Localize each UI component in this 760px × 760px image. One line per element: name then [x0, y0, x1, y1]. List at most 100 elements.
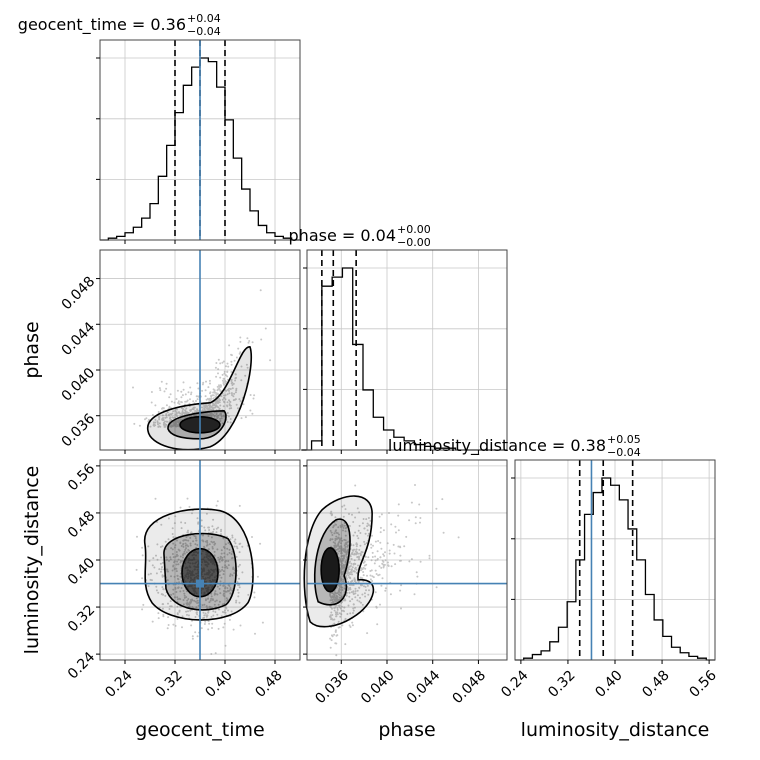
scatter-point — [330, 611, 333, 614]
scatter-point — [348, 584, 351, 586]
scatter-point — [203, 603, 206, 606]
scatter-point — [221, 422, 224, 425]
scatter-point — [347, 540, 350, 543]
scatter-point — [357, 581, 360, 583]
scatter-point — [219, 592, 222, 595]
scatter-point — [351, 621, 354, 624]
scatter-point — [155, 589, 158, 592]
scatter-point — [349, 577, 352, 580]
scatter-point — [211, 394, 214, 397]
panel-frame — [99, 39, 301, 241]
scatter-point — [230, 371, 233, 373]
scatter-point — [227, 542, 230, 544]
scatter-point — [218, 600, 221, 603]
scatter-point — [343, 610, 345, 613]
tick-label-x: 0.56 — [687, 667, 720, 700]
scatter-point — [235, 356, 238, 359]
scatter-point — [237, 591, 240, 594]
scatter-point — [230, 360, 233, 363]
scatter-point — [180, 390, 183, 393]
scatter-point — [180, 587, 183, 589]
scatter-point — [188, 603, 191, 606]
scatter-point — [188, 402, 191, 405]
scatter-point — [210, 394, 213, 397]
scatter-point — [194, 537, 197, 540]
scatter-point — [329, 599, 332, 602]
scatter-point — [414, 484, 416, 486]
scatter-point — [210, 597, 213, 600]
scatter-point — [233, 392, 236, 395]
scatter-point — [169, 417, 172, 420]
scatter-point — [457, 536, 460, 539]
scatter-point — [194, 535, 197, 538]
scatter-point — [234, 542, 237, 545]
scatter-point — [222, 360, 225, 363]
scatter-point — [176, 560, 179, 563]
scatter-point — [335, 594, 338, 597]
scatter-point — [148, 418, 150, 421]
scatter-point — [244, 374, 247, 377]
scatter-point — [186, 497, 189, 500]
scatter-point — [214, 611, 217, 613]
scatter-point — [210, 595, 213, 598]
scatter-point — [169, 605, 172, 608]
scatter-point — [204, 612, 207, 615]
scatter-point — [194, 410, 197, 412]
scatter-point — [237, 595, 240, 598]
scatter-point — [333, 622, 336, 625]
scatter-point — [400, 584, 403, 587]
scatter-point — [213, 593, 216, 596]
scatter-point — [369, 578, 372, 581]
scatter-point — [229, 592, 232, 595]
scatter-point — [185, 551, 188, 554]
scatter-point — [200, 525, 203, 528]
scatter-point — [378, 515, 381, 518]
scatter-point — [354, 587, 357, 590]
scatter-point — [339, 538, 342, 541]
scatter-point — [189, 601, 191, 604]
scatter-point — [234, 379, 237, 382]
scatter-point — [356, 599, 359, 602]
scatter-point — [329, 529, 332, 532]
scatter-point — [175, 398, 178, 400]
scatter-point — [367, 532, 370, 535]
scatter-point — [370, 543, 373, 546]
scatter-point — [369, 519, 372, 522]
scatter-point — [171, 416, 174, 419]
scatter-point — [354, 579, 357, 582]
scatter-point — [205, 512, 208, 515]
scatter-point — [207, 535, 210, 537]
scatter-point — [223, 555, 226, 558]
scatter-point — [399, 589, 402, 592]
scatter-point — [338, 585, 341, 587]
scatter-point — [211, 546, 214, 548]
scatter-point — [336, 634, 339, 637]
scatter-point — [229, 588, 232, 591]
scatter-point — [334, 591, 337, 594]
scatter-point — [344, 563, 347, 566]
scatter-point — [216, 613, 219, 616]
scatter-point — [221, 566, 224, 569]
scatter-point — [222, 537, 225, 540]
scatter-point — [233, 359, 236, 362]
scatter-point — [394, 563, 397, 566]
scatter-point — [217, 388, 220, 391]
scatter-point — [158, 422, 161, 425]
scatter-point — [225, 560, 227, 562]
scatter-point — [187, 610, 189, 613]
scatter-point — [338, 596, 341, 599]
scatter-point — [168, 396, 171, 399]
title-upper-error: +0.00 — [397, 223, 431, 236]
scatter-point — [241, 545, 244, 548]
scatter-point — [351, 551, 354, 554]
scatter-point — [218, 388, 221, 391]
scatter-point — [336, 608, 339, 611]
scatter-point — [185, 536, 188, 538]
scatter-point — [226, 405, 229, 408]
scatter-point — [367, 517, 370, 519]
scatter-point — [347, 574, 350, 577]
scatter-point — [383, 563, 386, 566]
scatter-point — [218, 570, 221, 573]
scatter-point — [350, 557, 353, 560]
scatter-point — [230, 382, 233, 385]
